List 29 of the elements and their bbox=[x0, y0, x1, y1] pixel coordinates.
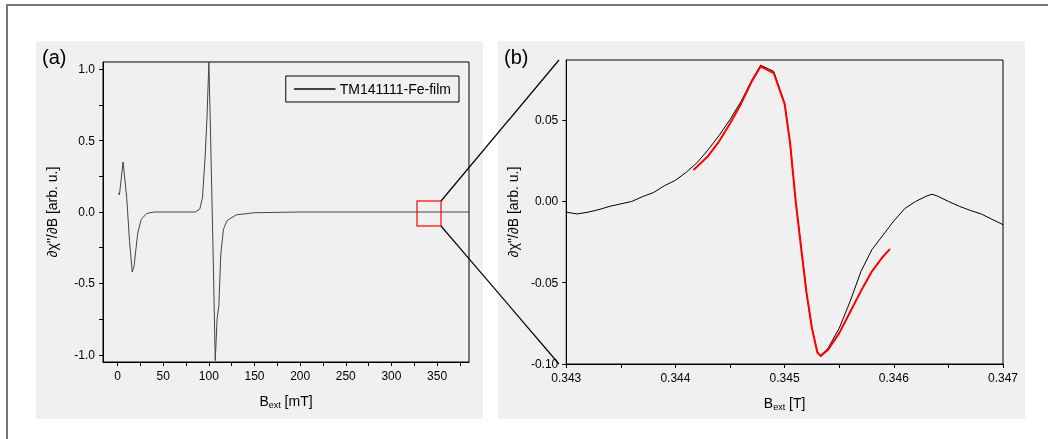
text: (b) bbox=[504, 46, 529, 68]
x-tick-label: 300 bbox=[381, 369, 402, 383]
y-tick-label: -1.0 bbox=[74, 347, 96, 362]
x-tick-label: 0.346 bbox=[878, 371, 910, 385]
y-tick-label: 0.5 bbox=[78, 133, 96, 148]
text: (a) bbox=[42, 46, 67, 68]
y-tick-label: 0.00 bbox=[534, 194, 559, 209]
y-tick-label: 1.0 bbox=[78, 62, 96, 77]
x-tick-label: 0.344 bbox=[660, 371, 691, 385]
y-tick-label: -0.5 bbox=[74, 276, 96, 291]
x-tick-label: 0.347 bbox=[987, 371, 1019, 385]
y-tick-label: 0.0 bbox=[78, 205, 96, 219]
x-tick-label: 0 bbox=[114, 369, 122, 383]
y-axis-title: ∂χ"/∂B [arb. u.] bbox=[44, 166, 60, 258]
legend-label: TM141111-Fe-film bbox=[339, 81, 451, 97]
x-tick-label: 250 bbox=[335, 369, 357, 383]
x-tick-label: 350 bbox=[427, 369, 448, 383]
line-series bbox=[118, 61, 470, 362]
y-axis-title: ∂χ"/∂B [arb. u.] bbox=[505, 166, 521, 258]
y-tick-label: -0.10 bbox=[530, 357, 559, 371]
x-tick-label: 0.345 bbox=[769, 371, 800, 385]
x-tick-label: 0.343 bbox=[551, 371, 582, 385]
x-tick-label: 100 bbox=[198, 369, 220, 383]
y-tick-label: -0.05 bbox=[530, 275, 559, 290]
y-tick-label: 0.05 bbox=[534, 113, 559, 128]
x-tick-label: 150 bbox=[244, 369, 265, 383]
x-tick-label: 200 bbox=[290, 369, 311, 383]
line-series bbox=[693, 65, 891, 357]
x-tick-label: 50 bbox=[156, 369, 171, 383]
